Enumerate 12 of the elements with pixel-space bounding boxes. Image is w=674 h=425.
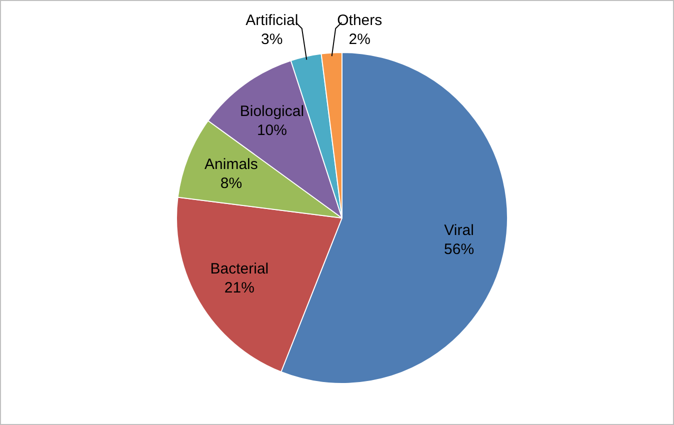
slice-label: Biological: [240, 103, 304, 120]
data-label: 21%: [224, 279, 254, 296]
slice-label: Bacterial: [210, 260, 269, 278]
slice-label: Viral: [444, 222, 474, 239]
slice-label: Animals: [204, 156, 258, 173]
data-label: 3%: [261, 31, 283, 48]
slice-label: Artificial: [246, 12, 298, 30]
data-label: 8%: [220, 174, 242, 192]
slice-label: Others: [337, 12, 382, 30]
data-label: 10%: [256, 122, 287, 140]
data-label: 2%: [348, 31, 370, 48]
data-label: 56%: [444, 240, 474, 258]
